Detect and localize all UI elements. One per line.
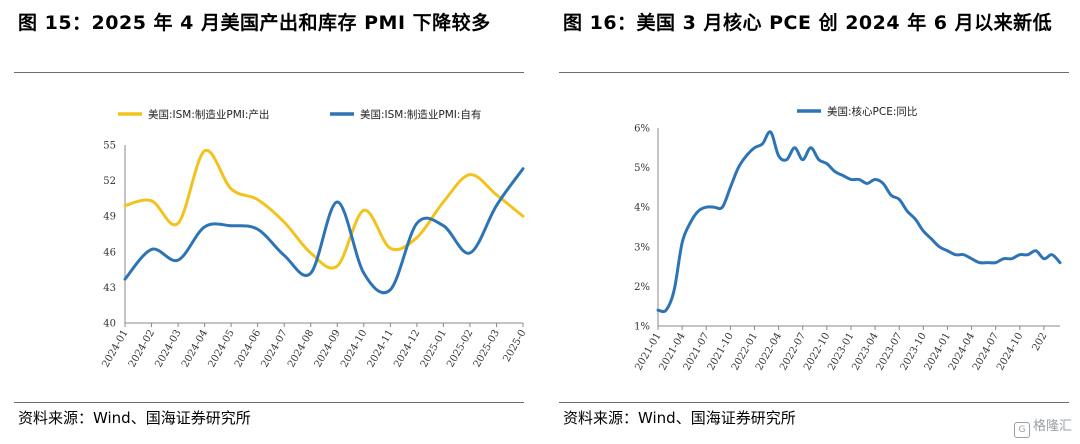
left-legend-item-2: 美国:ISM:制造业PMI:自有 — [330, 108, 481, 121]
right-panel: 图 16：美国 3 月核心 PCE 创 2024 年 6 月以来新低 1% 2% 3… — [545, 0, 1080, 444]
right-y-tick-label: 6% — [634, 124, 650, 135]
left-x-tick-label: 2024-03 — [153, 328, 183, 369]
left-y-tick-label: 40 — [103, 319, 116, 330]
right-source-note: 资料来源：Wind、国海证券研究所 — [563, 409, 796, 427]
left-x-tick-label: 2024-08 — [286, 328, 316, 369]
left-x-tick-label: 2024-07 — [259, 328, 289, 369]
right-chart: 1%2%3%4%5%6%2021-012021-042021-072021-10… — [633, 105, 1062, 372]
left-x-tick-label: 2024-05 — [206, 328, 236, 369]
right-y-tick-label: 5% — [634, 163, 650, 174]
right-y-tick-label: 3% — [634, 242, 650, 253]
left-legend-item-1: 美国:ISM:制造业PMI:产出 — [118, 108, 269, 121]
left-chart: 40 43 46 49 52 55 2024-012024-022024-032024-04… — [100, 108, 528, 369]
right-y-tick-label: 4% — [634, 203, 650, 214]
right-legend-item-1: 美国:核心PCE:同比 — [797, 105, 917, 118]
left-series-line-1 — [123, 149, 525, 270]
left-x-tick-label: 2024-02 — [127, 328, 157, 369]
left-x-tick-label: 2024-06 — [233, 328, 263, 369]
left-x-tick-label: 2024-04 — [180, 328, 210, 369]
right-chart-title: 图 16：美国 3 月核心 PCE 创 2024 年 6 月以来新低 — [563, 12, 1053, 34]
left-x-tick-label: 2024-11 — [366, 328, 396, 369]
left-bottom-rule — [14, 402, 524, 403]
right-y-tick-label: 1% — [634, 322, 650, 333]
left-x-tick-label: 2025-01 — [419, 328, 449, 369]
left-y-tick-label: 55 — [103, 141, 116, 152]
left-source-note: 资料来源：Wind、国海证券研究所 — [18, 409, 251, 427]
left-x-tick-label: 2025-0 — [501, 328, 528, 364]
right-x-tick-label: 202 — [1030, 331, 1049, 353]
left-x-tick-label: 2024-12 — [392, 328, 422, 369]
left-y-tick-label: 49 — [103, 212, 116, 223]
left-series-line-2 — [123, 167, 525, 295]
left-panel: 图 15：2025 年 4 月美国产出和库存 PMI 下降较多 40 43 46 49… — [0, 0, 535, 444]
left-x-tick-label: 2024-10 — [339, 328, 369, 369]
left-y-tick-label: 46 — [103, 247, 116, 258]
left-y-tick-label: 52 — [103, 176, 116, 187]
watermark-logo: G 格隆汇 — [1013, 415, 1072, 438]
watermark-text: 格隆汇 — [1032, 419, 1072, 434]
right-legend-label: 美国:核心PCE:同比 — [827, 105, 917, 118]
right-bottom-rule — [559, 402, 1069, 403]
left-legend-label: 美国:ISM:制造业PMI:产出 — [148, 108, 269, 121]
left-top-rule — [14, 72, 524, 73]
right-top-rule — [559, 72, 1069, 73]
left-chart-title: 图 15：2025 年 4 月美国产出和库存 PMI 下降较多 — [18, 12, 491, 34]
right-y-tick-label: 2% — [634, 282, 650, 293]
left-x-tick-label: 2025-02 — [445, 328, 475, 369]
left-x-tick-label: 2025-03 — [472, 328, 502, 369]
left-legend-label: 美国:ISM:制造业PMI:自有 — [360, 108, 481, 121]
left-x-tick-label: 2024-01 — [100, 328, 130, 369]
right-series-line-1 — [656, 130, 1062, 314]
watermark-icon: G — [1013, 422, 1030, 438]
left-x-tick-label: 2024-09 — [313, 328, 343, 369]
left-y-tick-label: 43 — [103, 283, 116, 294]
